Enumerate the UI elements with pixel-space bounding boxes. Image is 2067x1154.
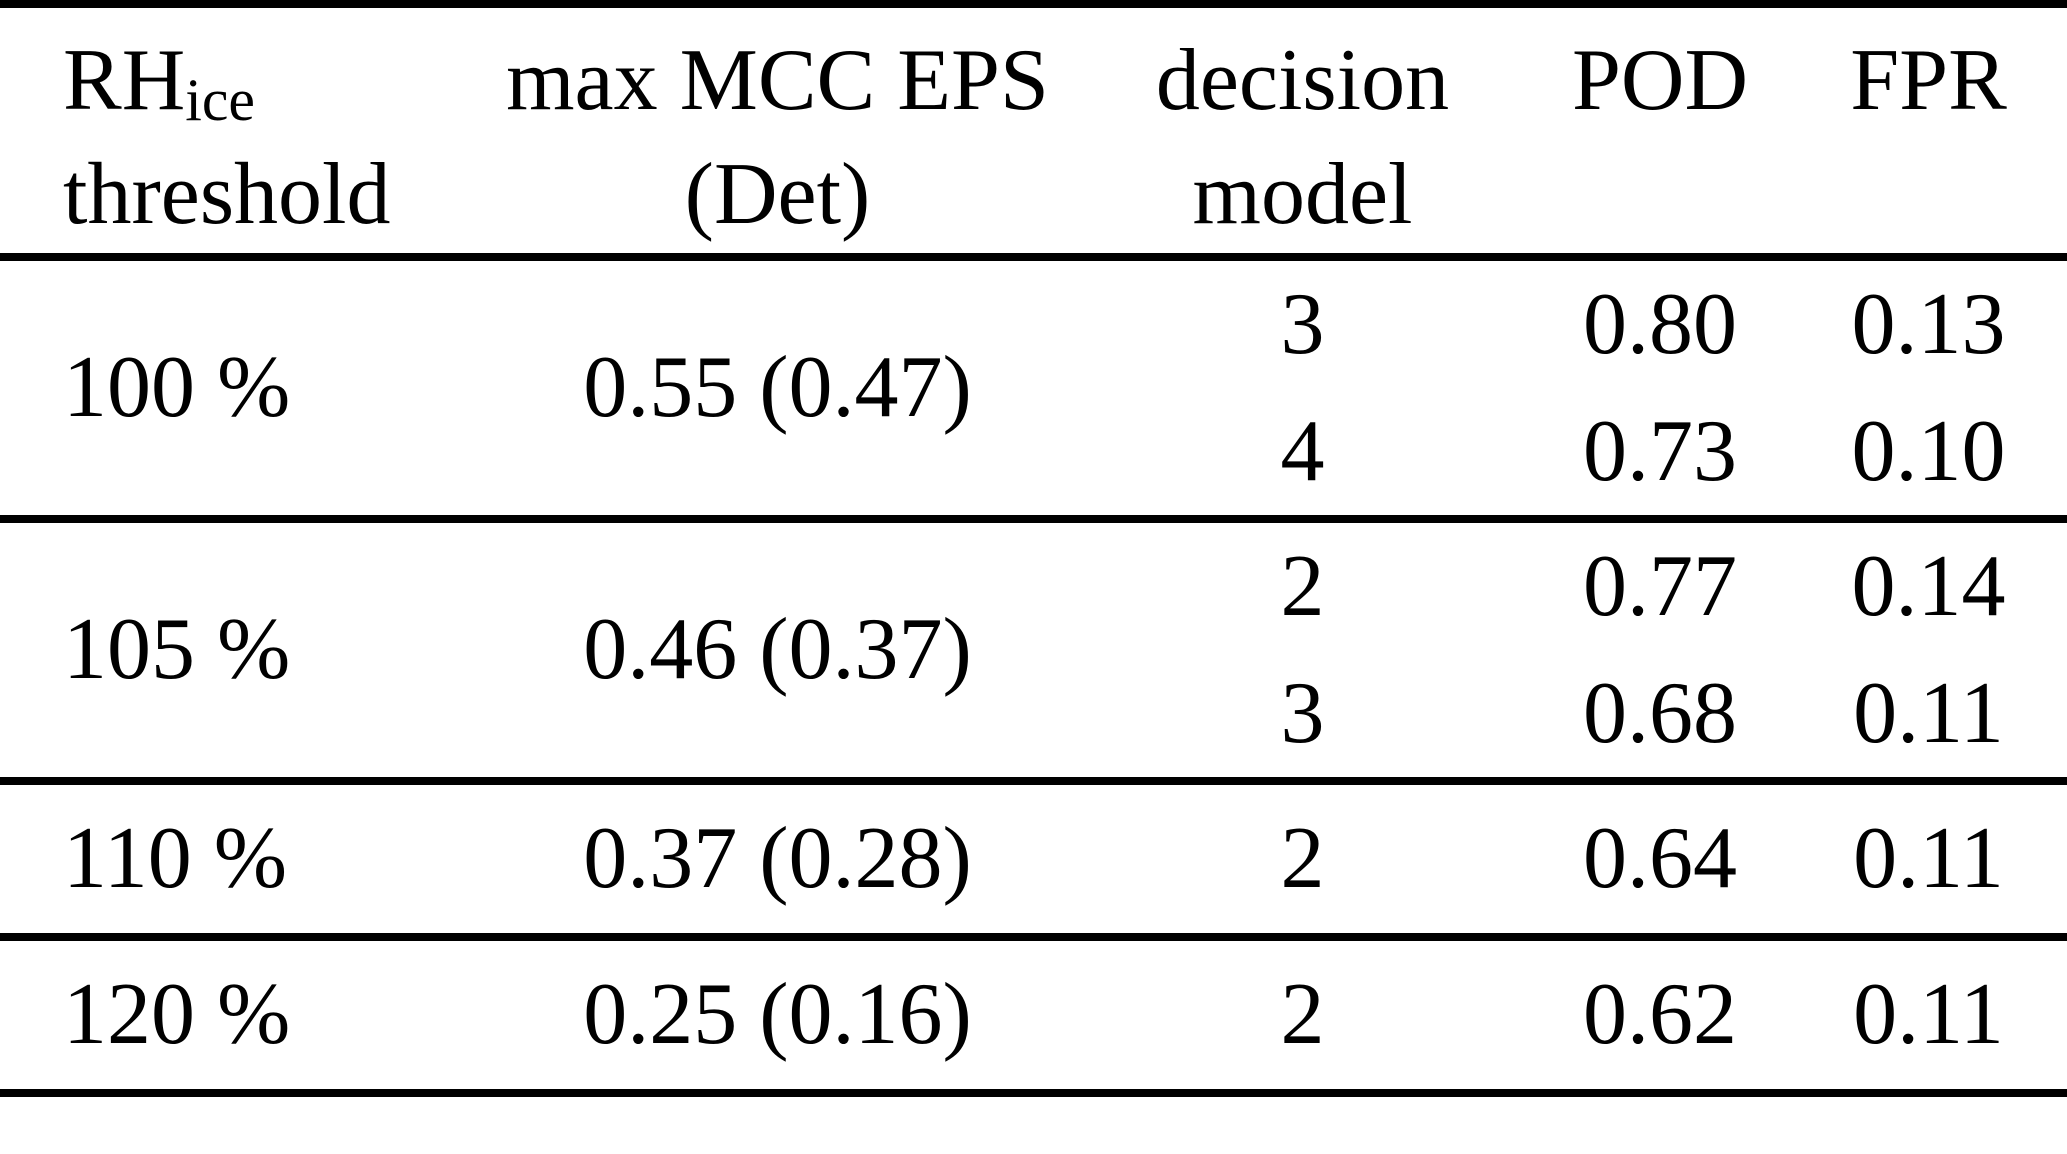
col-header-rh-threshold: RHice threshold [0, 4, 480, 257]
cell-fpr: 0.11 [1853, 810, 2004, 908]
cell-decision-model: 3 [1280, 664, 1325, 762]
cell-mcc: 0.46 (0.37) [583, 601, 972, 699]
cell-decision-model: 4 [1280, 402, 1325, 500]
col-header-fpr: FPR [1850, 32, 2007, 129]
cell-decision-model: 2 [1280, 966, 1325, 1064]
table-row: 110 % 0.37 (0.28) 2 0.64 0.11 [0, 781, 2067, 937]
cell-fpr: 0.13 [1851, 275, 2006, 373]
cell-pod: 0.77 [1583, 537, 1737, 635]
cell-fpr: 0.11 [1853, 664, 2004, 762]
table-row: 3 0.68 0.11 [0, 650, 2067, 781]
mcc-header-line2: (Det) [684, 146, 871, 244]
cell-threshold: 100 % [63, 339, 291, 437]
cell-mcc: 0.37 (0.28) [583, 810, 972, 908]
rh-header-line2: threshold [63, 146, 391, 244]
rh-header-line1: RHice [63, 24, 480, 138]
cell-threshold: 120 % [63, 966, 291, 1064]
mcc-header-line1: max MCC EPS [506, 32, 1049, 129]
col-header-decision-model: decision model [1075, 4, 1530, 257]
cell-fpr: 0.10 [1851, 402, 2006, 500]
table-row: 120 % 0.25 (0.16) 2 0.62 0.11 [0, 937, 2067, 1093]
table-row: 4 0.73 0.10 [0, 388, 2067, 519]
metrics-table: RHice threshold max MCC EPS (Det) decisi… [0, 0, 2067, 1097]
table-header: RHice threshold max MCC EPS (Det) decisi… [0, 4, 2067, 257]
cell-decision-model: 3 [1280, 275, 1325, 373]
cell-threshold: 110 % [63, 810, 288, 908]
block-110-percent: 110 % 0.37 (0.28) 2 0.64 0.11 [0, 781, 2067, 937]
decision-header-line2: model [1192, 146, 1413, 244]
cell-threshold: 105 % [63, 601, 291, 699]
rh-subscript: ice [185, 66, 255, 133]
col-header-pod: POD [1571, 32, 1749, 129]
cell-pod: 0.62 [1583, 966, 1737, 1064]
decision-header-line1: decision [1155, 32, 1450, 129]
col-header-max-mcc-eps: max MCC EPS (Det) [480, 4, 1075, 257]
cell-pod: 0.73 [1583, 402, 1737, 500]
cell-pod: 0.80 [1583, 275, 1737, 373]
cell-fpr: 0.14 [1851, 537, 2006, 635]
rh-label: RH [63, 32, 186, 129]
header-row: RHice threshold max MCC EPS (Det) decisi… [0, 4, 2067, 257]
cell-mcc: 0.25 (0.16) [583, 966, 972, 1064]
cell-fpr: 0.11 [1853, 966, 2004, 1064]
block-105-percent: 105 % 0.46 (0.37) 2 0.77 0.14 3 0.68 0.1… [0, 519, 2067, 781]
cell-mcc: 0.55 (0.47) [583, 339, 972, 437]
cell-pod: 0.68 [1583, 664, 1737, 762]
table-row: 100 % 0.55 (0.47) 3 0.80 0.13 [0, 257, 2067, 437]
cell-decision-model: 2 [1280, 537, 1325, 635]
table-row: 105 % 0.46 (0.37) 2 0.77 0.14 [0, 519, 2067, 699]
cell-decision-model: 2 [1280, 810, 1325, 908]
cell-pod: 0.64 [1583, 810, 1737, 908]
block-100-percent: 100 % 0.55 (0.47) 3 0.80 0.13 4 0.73 0.1… [0, 257, 2067, 519]
block-120-percent: 120 % 0.25 (0.16) 2 0.62 0.11 [0, 937, 2067, 1093]
